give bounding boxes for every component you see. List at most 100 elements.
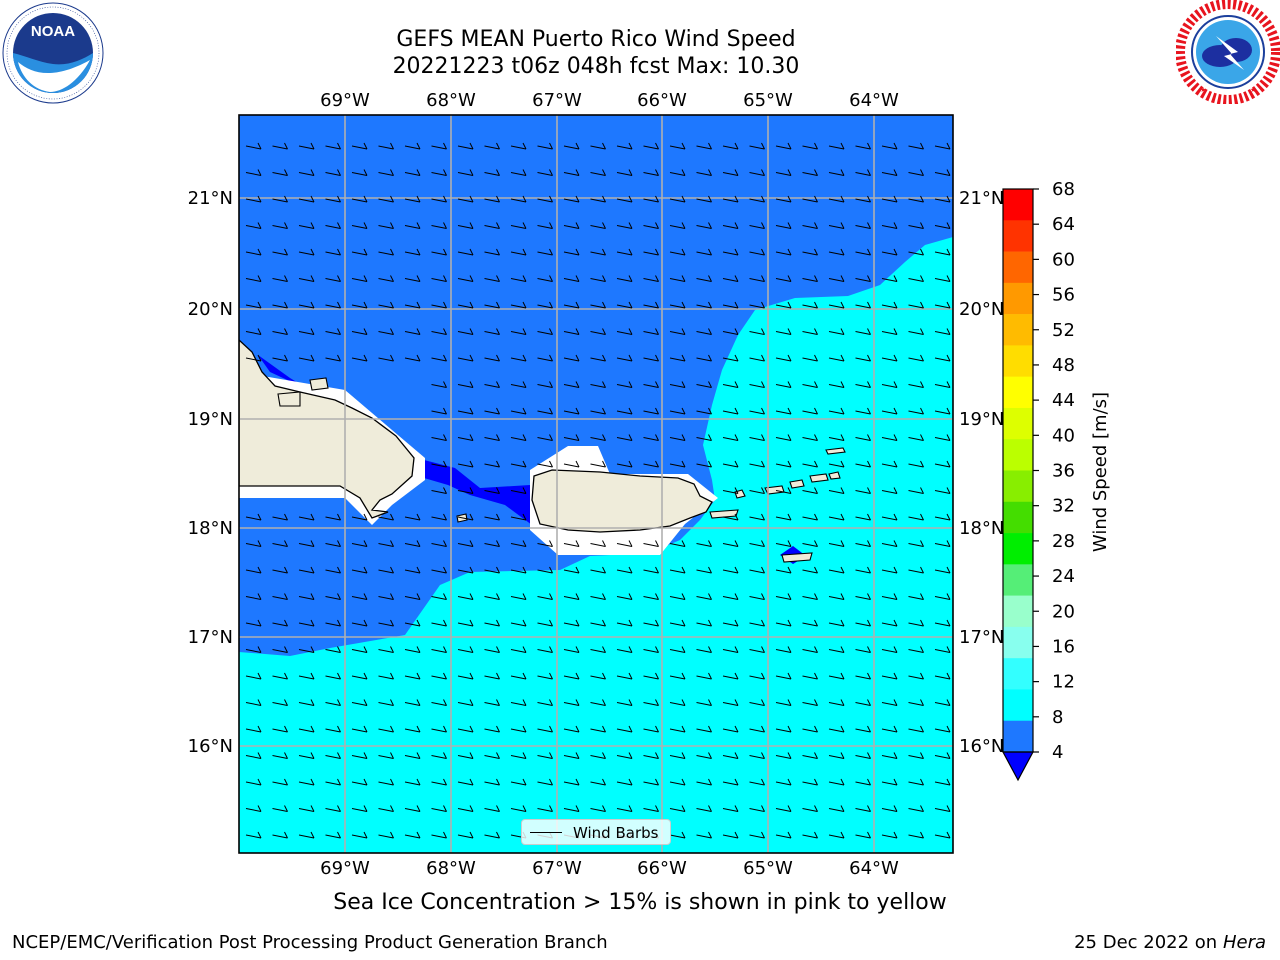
wind-barb [749, 248, 765, 256]
wind-barb [934, 142, 951, 150]
wind-barb [590, 434, 606, 441]
wind-barb [510, 354, 527, 362]
wind-barb [563, 699, 580, 706]
wind-barb [643, 778, 659, 786]
wind-barb [643, 566, 659, 574]
wind-barb [325, 540, 341, 547]
wind-barb [272, 805, 288, 812]
wind-barb [802, 566, 818, 574]
wind-barb [775, 301, 792, 309]
wind-barb [537, 778, 553, 786]
wind-barb [272, 699, 288, 706]
wind-barb [722, 328, 739, 335]
wind-barb [802, 407, 818, 415]
wind-barb [590, 328, 606, 335]
wind-barb [404, 169, 421, 176]
wind-barb [431, 328, 447, 335]
wind-barb [722, 301, 739, 309]
wind-barb [802, 381, 818, 388]
wind-barb [590, 142, 606, 150]
wind-barb [404, 778, 421, 786]
lat-label-left: 17°N [188, 627, 233, 648]
wind-barb [934, 540, 951, 547]
wind-barb [510, 222, 527, 229]
wind-barb [245, 222, 262, 229]
wind-barb [722, 805, 739, 812]
wind-barb [272, 672, 288, 680]
wind-barb [855, 699, 871, 706]
wind-barb [272, 540, 288, 547]
wind-barb [669, 540, 686, 547]
wind-barb [484, 646, 500, 653]
wind-barb [563, 593, 580, 600]
wind-barb [722, 275, 739, 282]
colorbar-segment [1003, 501, 1033, 534]
wind-barb [325, 566, 341, 574]
wind-barb [457, 619, 474, 627]
wind-barb [484, 354, 500, 362]
wind-barb [484, 566, 500, 574]
wind-barb [590, 778, 606, 786]
wind-barb [404, 248, 421, 256]
wind-barb [749, 778, 765, 786]
colorbar-tick-label: 52 [1052, 320, 1075, 341]
wind-barb [298, 593, 315, 600]
wind-barb [563, 672, 580, 680]
wind-barb [934, 699, 951, 706]
wind-barbs [245, 142, 951, 839]
wind-barb [908, 566, 924, 574]
wind-barb [696, 328, 712, 335]
wind-barb [828, 566, 845, 574]
wind-barb [431, 566, 447, 574]
wind-barb [749, 672, 765, 680]
wind-barb [510, 434, 527, 441]
wind-barb [510, 566, 527, 574]
wind-barb [431, 460, 447, 468]
wind-barb [749, 619, 765, 627]
wind-barb [431, 540, 447, 547]
colorbar-tick-label: 28 [1052, 531, 1075, 552]
wind-barb [828, 619, 845, 627]
wind-barb [510, 778, 527, 786]
wind-barb [616, 752, 633, 759]
wind-barb [245, 593, 262, 600]
wind-barb [590, 460, 606, 468]
wind-barb [537, 354, 553, 362]
virgin-islands [277, 377, 846, 563]
wind-barb [510, 805, 527, 812]
wind-barb [643, 540, 659, 547]
lat-label-right: 17°N [959, 627, 1004, 648]
wind-barb [457, 434, 474, 441]
wind-barb [378, 593, 394, 600]
wind-barb [457, 487, 474, 494]
wind-barb [749, 434, 765, 441]
colorbar-segment [1003, 345, 1033, 377]
wind-barb [590, 672, 606, 680]
wind-barb [643, 699, 659, 706]
wind-barb [378, 513, 394, 521]
wind-barb [908, 778, 924, 786]
wind-barb [272, 328, 288, 335]
wind-barb [351, 752, 368, 759]
colorbar-tick-label: 40 [1052, 425, 1075, 446]
wind-barb [272, 301, 288, 309]
chart-subtitle: 20221223 t06z 048h fcst Max: 10.30 [392, 54, 800, 79]
wind-barb [563, 460, 580, 468]
wind-barb [616, 699, 633, 706]
wind-barb [404, 566, 421, 574]
wind-barb [643, 460, 659, 468]
wind-barb [934, 619, 951, 627]
wind-barb [484, 169, 500, 176]
wind-barb [855, 805, 871, 812]
wind-barb [325, 195, 341, 203]
wind-barb [457, 142, 474, 150]
wind-barb [325, 725, 341, 733]
wind-barb [378, 169, 394, 176]
wind-barb [484, 434, 500, 441]
wind-barb [908, 222, 924, 229]
wind-barb [908, 646, 924, 653]
wind-barb [722, 540, 739, 547]
wind-barb [722, 672, 739, 680]
wind-barb [563, 142, 580, 150]
wind-barb [404, 354, 421, 362]
